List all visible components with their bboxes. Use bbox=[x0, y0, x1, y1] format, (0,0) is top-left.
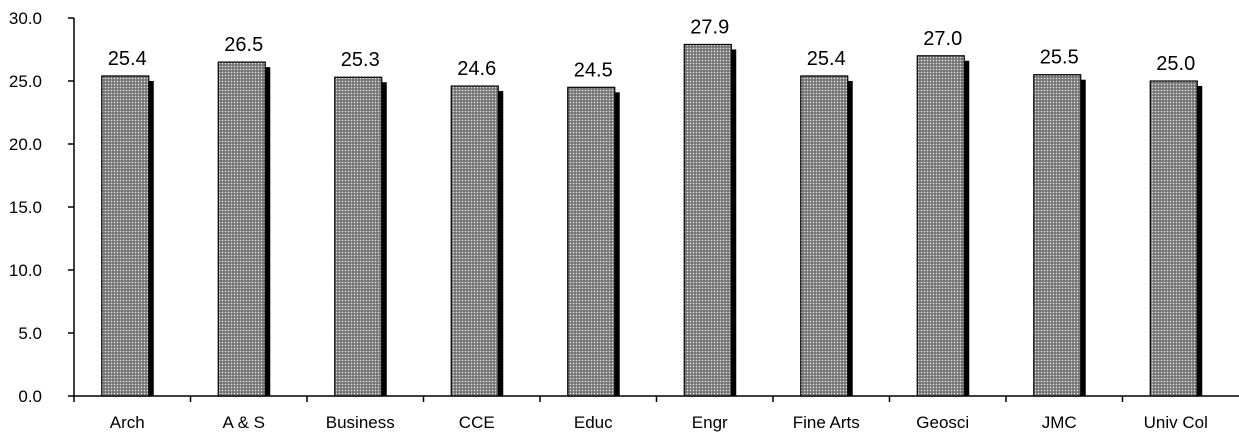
category-label: Arch bbox=[110, 413, 145, 432]
bar bbox=[217, 61, 266, 397]
y-tick-label: 10.0 bbox=[9, 261, 42, 280]
y-tick-label: 15.0 bbox=[9, 198, 42, 217]
bar bbox=[1149, 80, 1198, 397]
bar bbox=[1033, 74, 1082, 397]
data-label: 24.5 bbox=[574, 59, 613, 81]
data-label: 25.3 bbox=[341, 49, 380, 71]
bars bbox=[101, 43, 1203, 397]
bar bbox=[101, 75, 150, 397]
y-tick-label: 20.0 bbox=[9, 135, 42, 154]
category-label: A & S bbox=[222, 413, 265, 432]
data-label: 24.6 bbox=[457, 58, 496, 80]
data-label: 27.0 bbox=[923, 28, 962, 50]
y-tick-label: 30.0 bbox=[9, 9, 42, 28]
data-label: 25.5 bbox=[1040, 47, 1079, 69]
bar bbox=[567, 86, 616, 397]
category-label: Engr bbox=[692, 413, 728, 432]
data-label: 25.4 bbox=[108, 48, 147, 70]
bar bbox=[450, 85, 499, 397]
bar bbox=[916, 55, 965, 397]
y-tick-label: 0.0 bbox=[18, 387, 42, 406]
bar bbox=[334, 76, 383, 397]
bar bbox=[683, 43, 732, 397]
category-label: CCE bbox=[459, 413, 495, 432]
data-label: 25.0 bbox=[1156, 53, 1195, 75]
y-tick-label: 5.0 bbox=[18, 324, 42, 343]
category-label: Univ Col bbox=[1144, 413, 1208, 432]
category-label: Business bbox=[326, 413, 395, 432]
category-label: Fine Arts bbox=[793, 413, 860, 432]
category-label: Geosci bbox=[916, 413, 969, 432]
data-label: 25.4 bbox=[807, 48, 846, 70]
category-label: Educ bbox=[574, 413, 613, 432]
data-label: 27.9 bbox=[690, 16, 729, 38]
labels: 25.4 Arch 26.5 A & S 25.3 Business 24.6 CCE 24.5… bbox=[108, 16, 1208, 432]
data-label: 26.5 bbox=[224, 34, 263, 56]
bar bbox=[800, 75, 849, 397]
y-tick-label: 25.0 bbox=[9, 72, 42, 91]
category-label: JMC bbox=[1042, 413, 1077, 432]
